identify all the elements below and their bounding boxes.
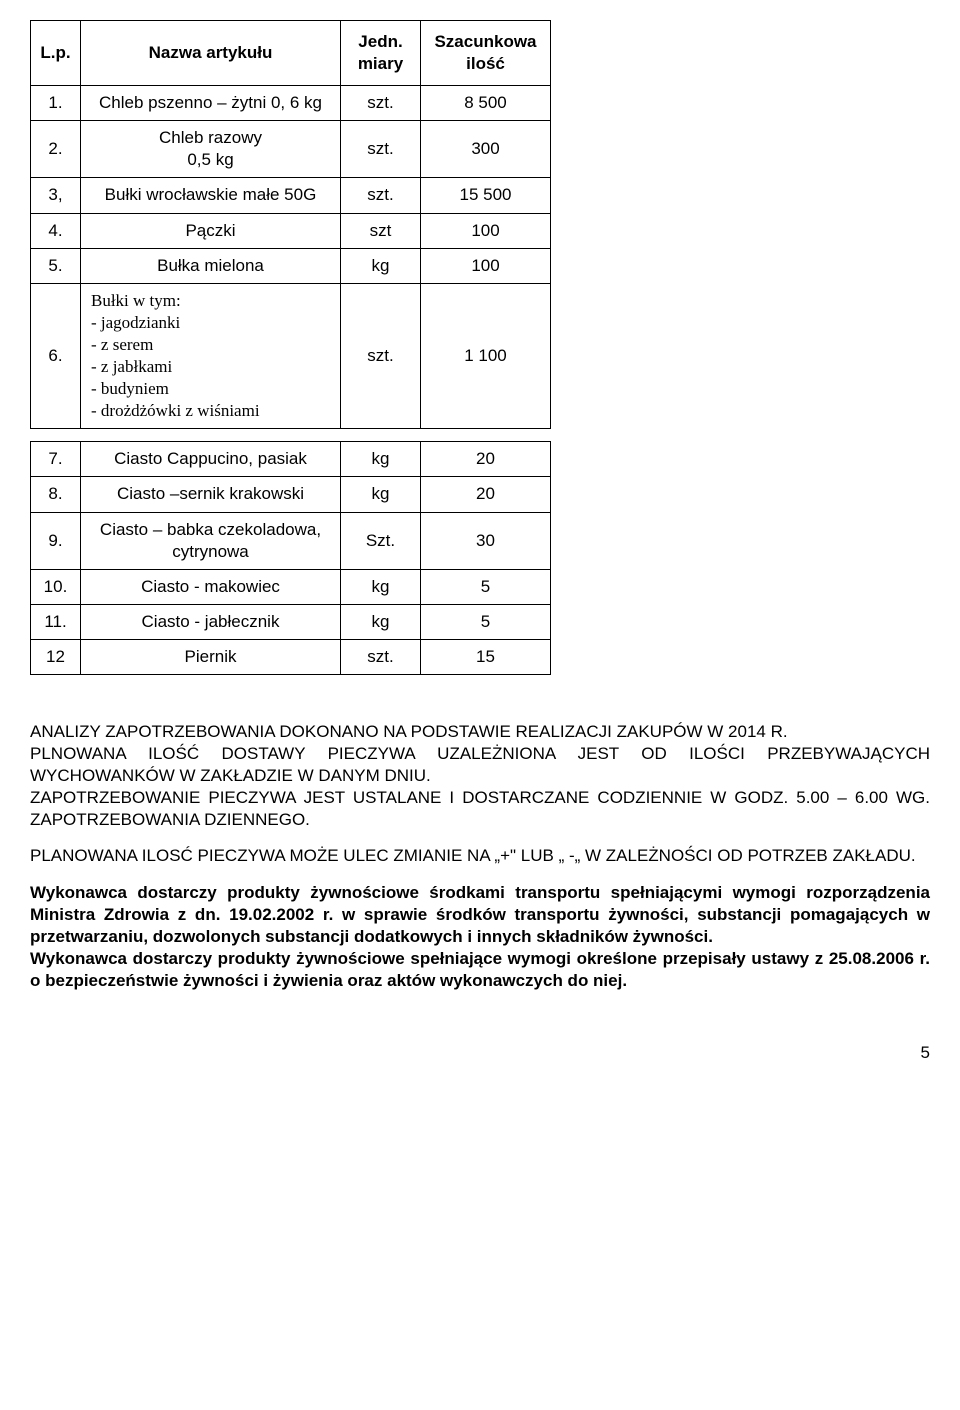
page-number: 5 [30, 1042, 930, 1064]
cell-unit: kg [341, 248, 421, 283]
table-row: 2. Chleb razowy 0,5 kg szt. 300 [31, 121, 551, 178]
cell-lp: 4. [31, 213, 81, 248]
table-row: 6. Bułki w tym: - jagodzianki - z serem … [31, 283, 551, 429]
cell-qty: 5 [421, 569, 551, 604]
cell-lp: 7. [31, 442, 81, 477]
cell-lp: 9. [31, 512, 81, 569]
cell-name: Bułki w tym: - jagodzianki - z serem - z… [81, 283, 341, 429]
cell-lp: 12 [31, 639, 81, 674]
cell-lp: 11. [31, 604, 81, 639]
cell-qty: 15 500 [421, 178, 551, 213]
cell-lp: 2. [31, 121, 81, 178]
cell-unit: szt. [341, 639, 421, 674]
cell-lp: 8. [31, 477, 81, 512]
table-row: 9. Ciasto – babka czekoladowa, cytrynowa… [31, 512, 551, 569]
paragraph-wykonawca: Wykonawca dostarczy produkty żywnościowe… [30, 882, 930, 992]
col-unit: Jedn. miary [341, 21, 421, 86]
cell-name: Ciasto – babka czekoladowa, cytrynowa [81, 512, 341, 569]
cell-qty: 100 [421, 248, 551, 283]
table-row: 12 Piernik szt. 15 [31, 639, 551, 674]
cell-qty: 15 [421, 639, 551, 674]
cell-name: Chleb razowy 0,5 kg [81, 121, 341, 178]
cell-qty: 100 [421, 213, 551, 248]
cell-unit: szt. [341, 178, 421, 213]
para-6: Wykonawca dostarczy produkty żywnościowe… [30, 949, 930, 990]
para-2: PLNOWANA ILOŚĆ DOSTAWY PIECZYWA UZALEŻNI… [30, 744, 930, 785]
cell-qty: 8 500 [421, 86, 551, 121]
cell-lp: 3, [31, 178, 81, 213]
cell-unit: kg [341, 604, 421, 639]
cell-qty: 20 [421, 477, 551, 512]
cell-qty: 30 [421, 512, 551, 569]
table-row: 4. Pączki szt 100 [31, 213, 551, 248]
col-lp: L.p. [31, 21, 81, 86]
cell-name: Ciasto - jabłecznik [81, 604, 341, 639]
cell-name: Ciasto - makowiec [81, 569, 341, 604]
table-row: 1. Chleb pszenno – żytni 0, 6 kg szt. 8 … [31, 86, 551, 121]
article-table-part2: 7. Ciasto Cappucino, pasiak kg 20 8. Cia… [30, 441, 551, 675]
cell-name: Bułka mielona [81, 248, 341, 283]
para-3: ZAPOTRZEBOWANIE PIECZYWA JEST USTALANE I… [30, 788, 930, 829]
table-row: 7. Ciasto Cappucino, pasiak kg 20 [31, 442, 551, 477]
col-name: Nazwa artykułu [81, 21, 341, 86]
cell-qty: 1 100 [421, 283, 551, 429]
cell-unit: szt. [341, 283, 421, 429]
cell-unit: kg [341, 477, 421, 512]
cell-name: Ciasto –sernik krakowski [81, 477, 341, 512]
cell-name: Piernik [81, 639, 341, 674]
cell-unit: szt. [341, 121, 421, 178]
cell-name: Ciasto Cappucino, pasiak [81, 442, 341, 477]
cell-lp: 6. [31, 283, 81, 429]
para-1: ANALIZY ZAPOTRZEBOWANIA DOKONANO NA PODS… [30, 722, 788, 741]
cell-unit: kg [341, 569, 421, 604]
cell-qty: 300 [421, 121, 551, 178]
table-row: 3, Bułki wrocławskie małe 50G szt. 15 50… [31, 178, 551, 213]
table-row: 11. Ciasto - jabłecznik kg 5 [31, 604, 551, 639]
cell-qty: 5 [421, 604, 551, 639]
cell-name: Chleb pszenno – żytni 0, 6 kg [81, 86, 341, 121]
cell-lp: 10. [31, 569, 81, 604]
cell-name: Pączki [81, 213, 341, 248]
cell-unit: kg [341, 442, 421, 477]
paragraph-plan: PLANOWANA ILOSĆ PIECZYWA MOŻE ULEC ZMIAN… [30, 845, 930, 867]
cell-lp: 1. [31, 86, 81, 121]
table-row: 10. Ciasto - makowiec kg 5 [31, 569, 551, 604]
cell-unit: szt. [341, 86, 421, 121]
table-row: 5. Bułka mielona kg 100 [31, 248, 551, 283]
table-row: 8. Ciasto –sernik krakowski kg 20 [31, 477, 551, 512]
cell-unit: szt [341, 213, 421, 248]
cell-name: Bułki wrocławskie małe 50G [81, 178, 341, 213]
col-qty: Szacunkowa ilość [421, 21, 551, 86]
para-5: Wykonawca dostarczy produkty żywnościowe… [30, 883, 930, 946]
article-table-part1: L.p. Nazwa artykułu Jedn. miary Szacunko… [30, 20, 551, 429]
cell-unit: Szt. [341, 512, 421, 569]
cell-qty: 20 [421, 442, 551, 477]
paragraph-analysis: ANALIZY ZAPOTRZEBOWANIA DOKONANO NA PODS… [30, 721, 930, 831]
cell-lp: 5. [31, 248, 81, 283]
